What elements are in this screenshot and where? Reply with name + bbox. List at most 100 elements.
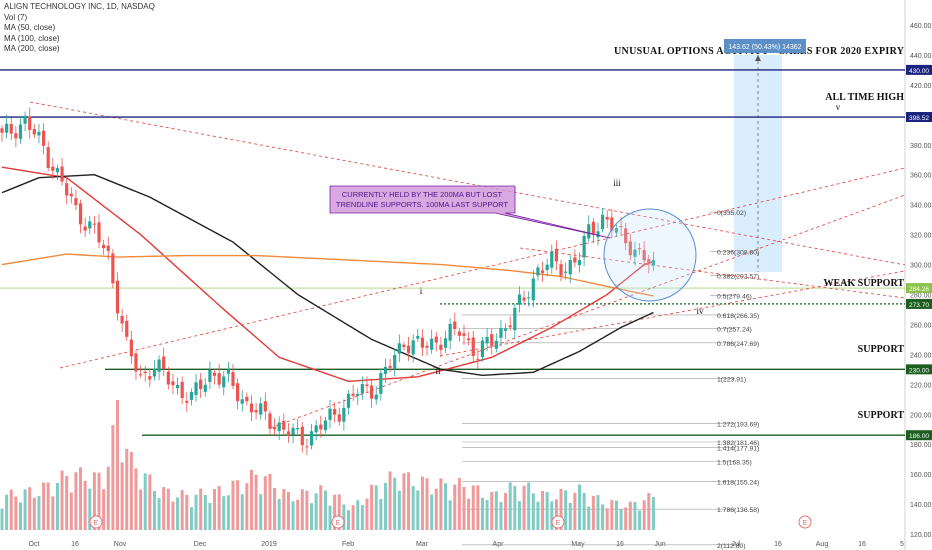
candle-body — [499, 327, 503, 338]
wave-label: iv — [696, 306, 704, 316]
fib-level-label: 0.236(308.80) — [717, 249, 759, 256]
volume-bar — [231, 480, 235, 530]
fib-level-label: 0.618(266.35) — [717, 313, 759, 320]
candle-body — [439, 344, 443, 351]
candle-body — [189, 392, 194, 400]
candle-body — [360, 384, 364, 394]
volume-bar — [236, 480, 240, 530]
candle-body — [540, 270, 545, 273]
level-label: SUPPORT — [858, 344, 905, 355]
candle-body — [14, 133, 18, 139]
x-tick-label: Jul — [732, 541, 741, 548]
ma100-label[interactable]: MA (100, close) — [4, 33, 60, 43]
volume-bar — [541, 491, 545, 530]
wave-label: ii — [435, 366, 441, 376]
volume-bar — [116, 400, 119, 530]
volume-bar — [42, 482, 46, 530]
price-tag-text: 186.00 — [909, 433, 929, 440]
candle-body — [106, 245, 110, 251]
volume-bar — [102, 489, 106, 530]
volume-bar — [471, 485, 475, 530]
earnings-marker-icon — [551, 515, 565, 529]
trendline — [269, 194, 906, 429]
y-tick-label: 300.00 — [910, 263, 932, 270]
symbol-title[interactable]: ALIGN TECHNOLOGY INC, 1D, NASDAQ — [4, 2, 155, 11]
candle-body — [55, 168, 60, 173]
candle-body — [434, 336, 438, 343]
candle-body — [527, 297, 531, 299]
candle-body — [453, 321, 457, 329]
volume-bar — [420, 476, 424, 530]
volume-bar — [185, 494, 189, 530]
volume-bar — [46, 482, 50, 530]
candle-body — [134, 353, 138, 372]
volume-bar — [143, 473, 147, 530]
highlight-circle — [603, 208, 697, 302]
candle-body — [573, 257, 577, 263]
volume-bar — [457, 478, 461, 530]
candle-body — [591, 221, 595, 235]
candle-body — [88, 221, 92, 229]
candle-body — [296, 428, 300, 430]
ma200-label[interactable]: MA (200, close) — [4, 44, 60, 53]
candle-body — [425, 345, 429, 348]
candle-body — [32, 129, 36, 135]
volume-bar — [651, 497, 655, 530]
candle-body — [74, 198, 78, 206]
trendline — [439, 270, 906, 357]
candle-body — [203, 384, 207, 392]
x-tick-label: 2019 — [261, 541, 277, 548]
x-tick-label: Feb — [342, 541, 354, 548]
volume-bar — [564, 490, 568, 530]
volume-indicator-label[interactable]: Vol (7) — [4, 12, 28, 22]
candle-body — [286, 431, 291, 436]
volume-bar — [531, 493, 535, 530]
earnings-marker-label: E — [556, 520, 561, 527]
candle-body — [388, 365, 392, 368]
candle-body — [582, 235, 586, 258]
volume-bar — [573, 492, 577, 530]
candle-body — [120, 315, 124, 324]
volume-bar — [300, 489, 304, 530]
candle-body — [259, 403, 263, 415]
volume-bar — [596, 495, 600, 530]
candle-body — [471, 337, 475, 357]
volume-bar — [51, 496, 55, 530]
y-tick-label: 420.00 — [910, 83, 932, 90]
wave-label: iii — [613, 178, 621, 188]
candle-body — [370, 385, 374, 399]
candle-body — [249, 403, 254, 413]
candle-body — [5, 123, 9, 133]
volume-bar — [273, 487, 277, 530]
volume-bar — [180, 490, 184, 530]
x-tick-label: Aug — [816, 541, 829, 548]
price-tag — [906, 364, 932, 375]
volume-bar — [319, 485, 323, 530]
price-tag — [906, 430, 932, 441]
volume-bar — [383, 482, 387, 530]
trendline — [519, 247, 906, 299]
volume-bar — [633, 501, 637, 530]
volume-bar — [628, 501, 632, 530]
candle-body — [411, 340, 415, 355]
ma50-label[interactable]: MA (50, close) — [4, 23, 56, 32]
candle-body — [148, 376, 152, 380]
chart-legend: ALIGN TECHNOLOGY INC, 1D, NASDAQ Vol (7)… — [4, 2, 155, 55]
candle-body — [152, 368, 157, 377]
candle-body — [319, 424, 323, 430]
volume-bar — [166, 488, 170, 530]
candle-body — [217, 373, 221, 385]
fib-level-label: 0.5(279.46) — [717, 293, 752, 300]
wave-label: i — [420, 286, 423, 296]
candle-body — [550, 251, 554, 268]
candle-body — [166, 371, 170, 385]
x-tick-label: Apr — [493, 541, 505, 548]
y-tick-label: 280.00 — [910, 292, 932, 299]
candle-body — [448, 323, 452, 341]
volume-bar — [0, 508, 4, 530]
volume-bar — [397, 490, 401, 530]
current-price-tag — [906, 283, 932, 294]
x-tick-label: Dec — [194, 541, 207, 548]
candle-body — [125, 320, 129, 337]
